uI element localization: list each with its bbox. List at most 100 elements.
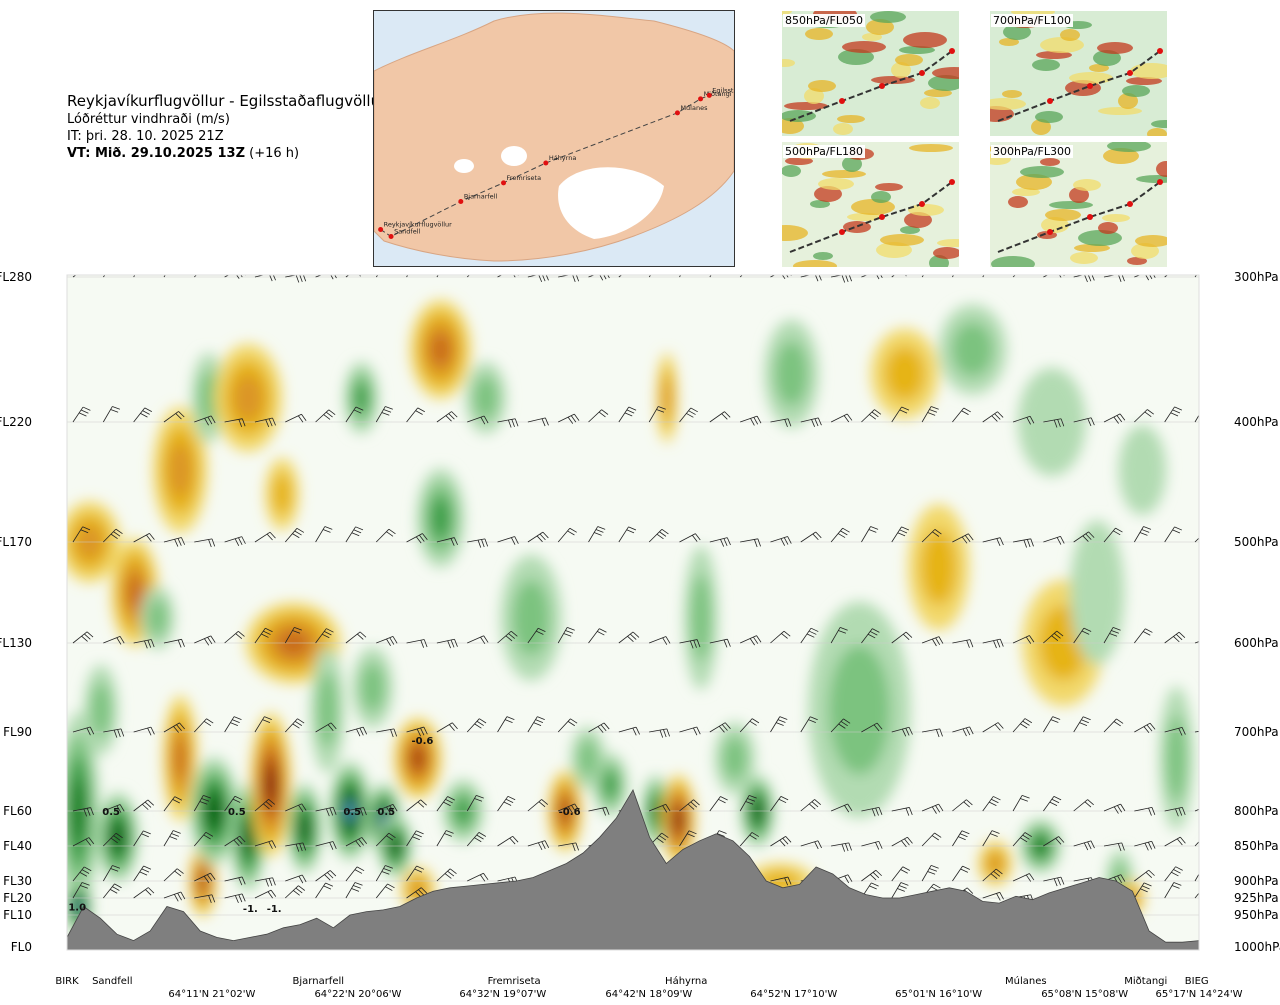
wind-barb [224,795,243,812]
wind-barb [102,406,121,423]
wind-barb [436,796,455,812]
field-patch [1060,29,1080,41]
thumbnail-500hPa[interactable]: 500hPa/FL180 [782,142,959,267]
wind-barb [649,636,671,645]
wind-barb [103,804,125,813]
field-patch [782,225,808,241]
fl-tick-label: FL130 [0,636,32,650]
field-patch [782,118,804,134]
wind-barb [952,407,971,423]
field-patch [1097,42,1133,54]
thumbnail-300hPa[interactable]: 300hPa/FL300 [990,142,1167,267]
field-patch [1073,179,1101,191]
station-name: Miðtangi [704,90,732,98]
thumbnail-850hPa[interactable]: 850hPa/FL050 [782,11,959,136]
wind-barb [1103,413,1126,424]
wind-barb [72,866,92,882]
field-patch [908,204,944,216]
field-patch [1040,37,1084,53]
wind-barb [315,806,337,817]
vv-contour-region [952,322,993,377]
wind-barb [891,631,913,644]
field-patch [880,234,924,246]
station-dot [1157,48,1163,54]
field-patch [1016,174,1052,190]
wind-barb [436,722,458,733]
station-dot [698,96,704,102]
field-patch [1151,120,1167,128]
field-patch [1040,158,1060,166]
wind-barb [285,803,307,813]
station-name: Fremriseta [507,174,542,182]
wind-barb [770,795,789,812]
vv-contour-region [300,816,310,841]
wind-barb [72,526,91,543]
wind-barb [224,631,245,644]
wind-barb [1164,631,1186,644]
wind-barb [224,893,246,904]
field-patch [933,247,959,259]
wind-barb [527,531,549,543]
thumbnail-700hPa[interactable]: 700hPa/FL100 [990,11,1167,136]
wind-barb [1194,414,1199,423]
wind-barb [345,807,367,816]
field-patch [990,98,1026,110]
wind-barb [830,718,851,733]
thumbnail-300hPa-map [990,142,1167,267]
wind-barb [1012,873,1035,882]
field-patch [1156,161,1167,177]
wind-barb [497,536,519,545]
field-patch [810,200,830,208]
wind-barb [406,533,428,544]
wind-barb [1043,630,1064,644]
wind-barb [436,411,458,423]
wind-barb [982,411,1004,423]
wind-barb [649,728,670,738]
vv-contour-region [1166,715,1187,802]
plot-frame [66,274,1200,951]
wind-barb [467,538,489,548]
station-name: Háhyrna [549,154,577,162]
wind-barb [1134,526,1152,543]
coordinate-label: 64°32'N 19°07'W [459,989,546,1000]
wind-barb [1103,627,1121,644]
wind-barb [648,406,666,423]
thumbnail-label: 300hPa/FL300 [991,145,1074,158]
field-patch [782,110,816,122]
chart-title-block: Reykjavíkurflugvöllur - Egilsstaðaflugvö… [67,92,386,162]
valid-time-value: VT: Mið. 29.10.2025 13Z [67,146,246,161]
issue-time: IT: þri. 28. 10. 2025 21Z [67,129,224,144]
station-dot [706,92,712,98]
wind-barb [466,795,484,812]
field-patch [900,226,920,234]
field-patch [932,67,959,79]
vv-contour-region [430,333,451,366]
field-patch [903,32,947,48]
field-patch [1135,235,1167,247]
fl-tick-label: FL280 [0,270,32,284]
cross-section-chart: 1.0 0.5 0.5 0.5 0.5 -0.6 -0.6 -1. -1. FL280 FL220… [0,270,1280,1000]
field-patch [1003,24,1031,40]
vv-contour-region [266,768,276,802]
wind-barb [375,406,393,423]
wind-barb [254,877,276,887]
vv-contour-region [271,472,293,516]
wind-barb [982,796,1001,812]
wind-barb [406,830,424,847]
valid-time: VT: Mið. 29.10.2025 13Z (+16 h) [67,145,386,162]
wind-barb [588,526,606,543]
wind-barb [527,417,549,427]
pressure-tick-label: 300hPa [1234,270,1279,284]
wind-barb [1043,876,1065,887]
field-patch [838,49,874,65]
wind-barb [1194,841,1199,847]
wind-barb [1012,795,1030,812]
wind-barb [467,635,489,645]
wind-barb [679,533,701,543]
wind-barb [709,638,731,648]
wind-barb [1134,840,1156,851]
vv-contour-region [410,879,426,900]
route-line [789,181,953,253]
wind-barb [770,536,792,546]
wind-barb [375,528,396,543]
